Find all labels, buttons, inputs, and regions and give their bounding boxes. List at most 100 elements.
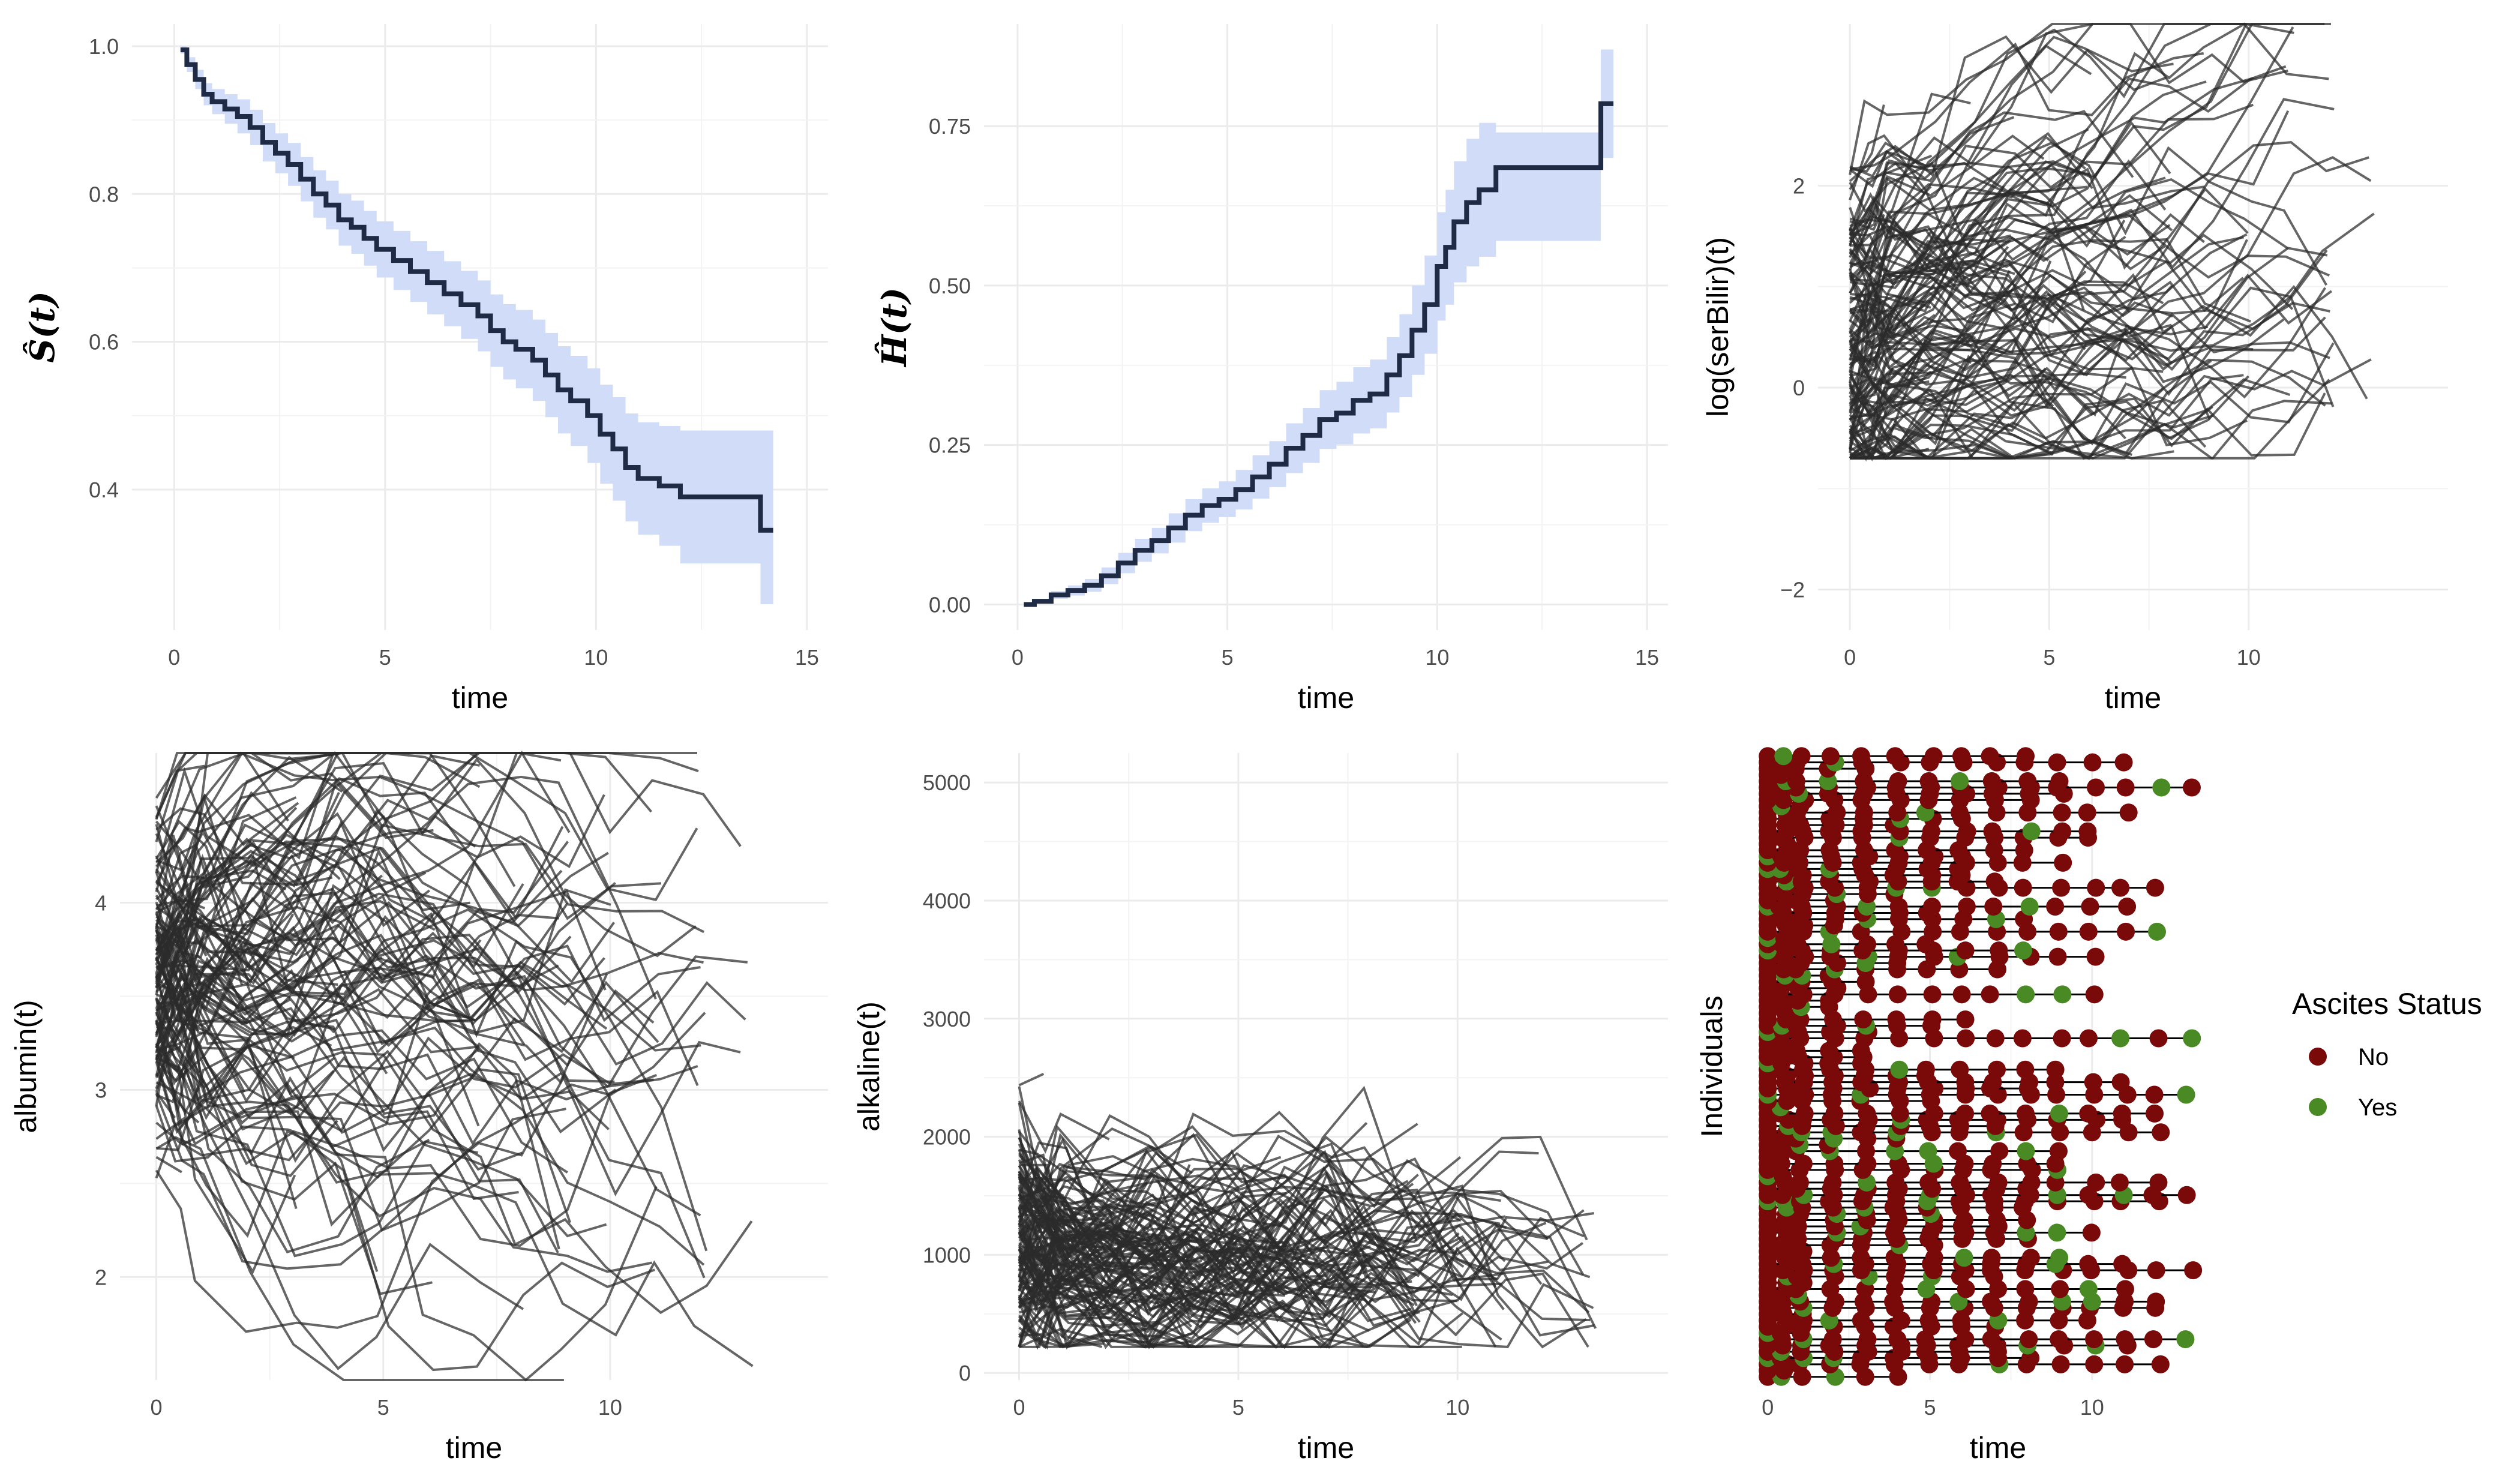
ascites-no-point	[2051, 1355, 2070, 1373]
ascites-no-point	[2016, 1104, 2035, 1123]
subject-trajectory	[1849, 206, 2172, 338]
ascites-panel: 0 5 10 time Individuals Ascites Status No Yes	[1695, 747, 2482, 1465]
x-tick-label: 5	[379, 645, 391, 670]
x-tick-label: 5	[1232, 1395, 1244, 1420]
subject-trajectory	[155, 881, 616, 1028]
subject-trajectory	[1019, 1177, 1322, 1312]
subject-trajectory	[1018, 1199, 1371, 1350]
x-tick-label: 10	[1425, 645, 1449, 670]
ascites-no-point	[1919, 772, 1938, 791]
ascites-yes-point	[2147, 922, 2166, 941]
ascites-no-point	[2051, 1280, 2069, 1298]
ascites-no-point	[2151, 1355, 2170, 1373]
subject-trajectory	[155, 1136, 564, 1381]
ascites-no-point	[1984, 898, 2003, 916]
ascites-no-point	[1888, 985, 1907, 1004]
y-tick-label: 5000	[923, 770, 971, 795]
x-tick-label: 10	[2237, 645, 2261, 670]
subject-trajectory	[1849, 375, 2249, 460]
subject-trajectory	[1019, 1085, 1418, 1271]
ascites-no-point	[2053, 1029, 2071, 1048]
y-tick-label: 4	[95, 891, 107, 916]
ascites-no-point	[2046, 1073, 2065, 1091]
ascites-no-point	[2145, 1085, 2164, 1104]
ascites-no-point	[2087, 878, 2105, 897]
subject-trajectory	[1849, 440, 1886, 460]
estimate-step-line	[1024, 101, 1614, 607]
subject-trajectory	[155, 841, 746, 1066]
subject-trajectory	[155, 1044, 296, 1274]
subject-trajectory	[155, 961, 295, 1106]
subject-trajectory	[155, 796, 297, 1010]
ascites-no-point	[2078, 803, 2096, 822]
ascites-no-point	[1924, 922, 1942, 941]
ascites-yes-point	[2014, 941, 2032, 960]
subject-trajectory	[155, 751, 340, 872]
subject-trajectory	[155, 824, 208, 957]
ascites-no-point	[1981, 1104, 1999, 1123]
x-tick-label: 15	[1635, 645, 1659, 670]
subject-trajectory	[155, 752, 244, 980]
y-tick-label: 1.0	[89, 34, 119, 59]
subject-trajectory	[1849, 23, 2093, 175]
subject-trajectory	[1849, 65, 2287, 281]
subject-trajectory	[1849, 134, 2369, 309]
ascites-no-point	[2050, 772, 2069, 791]
ascites-yes-point	[1819, 772, 1837, 791]
cumulative-hazard-panel: 0 5 10 15 0.00 0.25 0.50 0.75 time Ĥ(t)	[874, 24, 1668, 715]
ascites-yes-point	[2017, 1142, 2035, 1160]
x-tick-label: 5	[1924, 1395, 1936, 1420]
subject-trajectory	[155, 854, 559, 1054]
ascites-no-point	[2080, 1029, 2098, 1048]
ascites-no-point	[2014, 878, 2032, 897]
subject-trajectory	[1019, 1213, 1460, 1316]
x-tick-label: 0	[1844, 645, 1856, 670]
subject-trajectory	[155, 752, 386, 1090]
ascites-no-point	[2020, 1330, 2038, 1349]
y-tick-label: 3000	[923, 1007, 971, 1031]
y-tick-label: 3	[95, 1078, 107, 1102]
subject-trajectory	[155, 1073, 706, 1333]
ascites-no-point	[2021, 1249, 2040, 1267]
x-tick-label: 5	[1222, 645, 1234, 670]
ascites-no-point	[2149, 1029, 2168, 1048]
ascites-no-point	[1982, 1249, 2001, 1267]
survival-panel: 0 5 10 15 0.4 0.6 0.8 1.0 time Ŝ(t)	[23, 24, 828, 715]
ascites-no-point	[1821, 747, 1840, 766]
subject-trajectory	[155, 833, 572, 995]
ascites-no-point	[1854, 1010, 1873, 1029]
subject-trajectory	[155, 1057, 524, 1370]
y-tick-label: 0.25	[929, 433, 971, 458]
subject-trajectory	[1849, 23, 2294, 322]
ascites-no-point	[2084, 1073, 2102, 1091]
y-tick-label: 0.50	[929, 274, 971, 298]
subject-trajectory	[1018, 1100, 1110, 1154]
x-axis-label: time	[2105, 681, 2161, 715]
subject-trajectory	[1849, 196, 2173, 392]
subject-trajectory	[1849, 254, 2330, 402]
y-axis-label: alkaline(t)	[852, 1001, 886, 1132]
subject-trajectory	[155, 1054, 205, 1115]
subject-trajectory	[155, 898, 388, 1075]
subject-trajectory	[155, 974, 246, 1093]
subject-trajectory	[155, 947, 699, 1087]
x-tick-label: 0	[1762, 1395, 1774, 1420]
legend-label: No	[2358, 1044, 2389, 1070]
ascites-no-point	[1886, 747, 1904, 766]
subject-trajectory	[1849, 358, 2326, 460]
subject-trajectory	[155, 983, 705, 1266]
ascites-yes-point	[2111, 1029, 2130, 1048]
subject-trajectory	[155, 820, 431, 985]
ascites-no-point	[2182, 778, 2201, 797]
subject-trajectory	[155, 1061, 658, 1382]
ascites-no-point	[2082, 1223, 2101, 1242]
subject-trajectory	[155, 815, 476, 988]
subject-trajectory	[1849, 218, 2244, 350]
ascites-no-point	[1885, 1280, 1904, 1298]
subject-trajectory	[1019, 1225, 1200, 1337]
x-tick-label: 10	[2080, 1395, 2104, 1420]
ascites-no-point	[1949, 1142, 1967, 1160]
subject-trajectory	[1018, 1187, 1418, 1312]
y-axis-label: albumin(t)	[9, 1000, 43, 1133]
alkaline-panel: 0 5 10 0 1000 2000 3000 4000 5000 time alkaline(t)	[852, 753, 1668, 1465]
